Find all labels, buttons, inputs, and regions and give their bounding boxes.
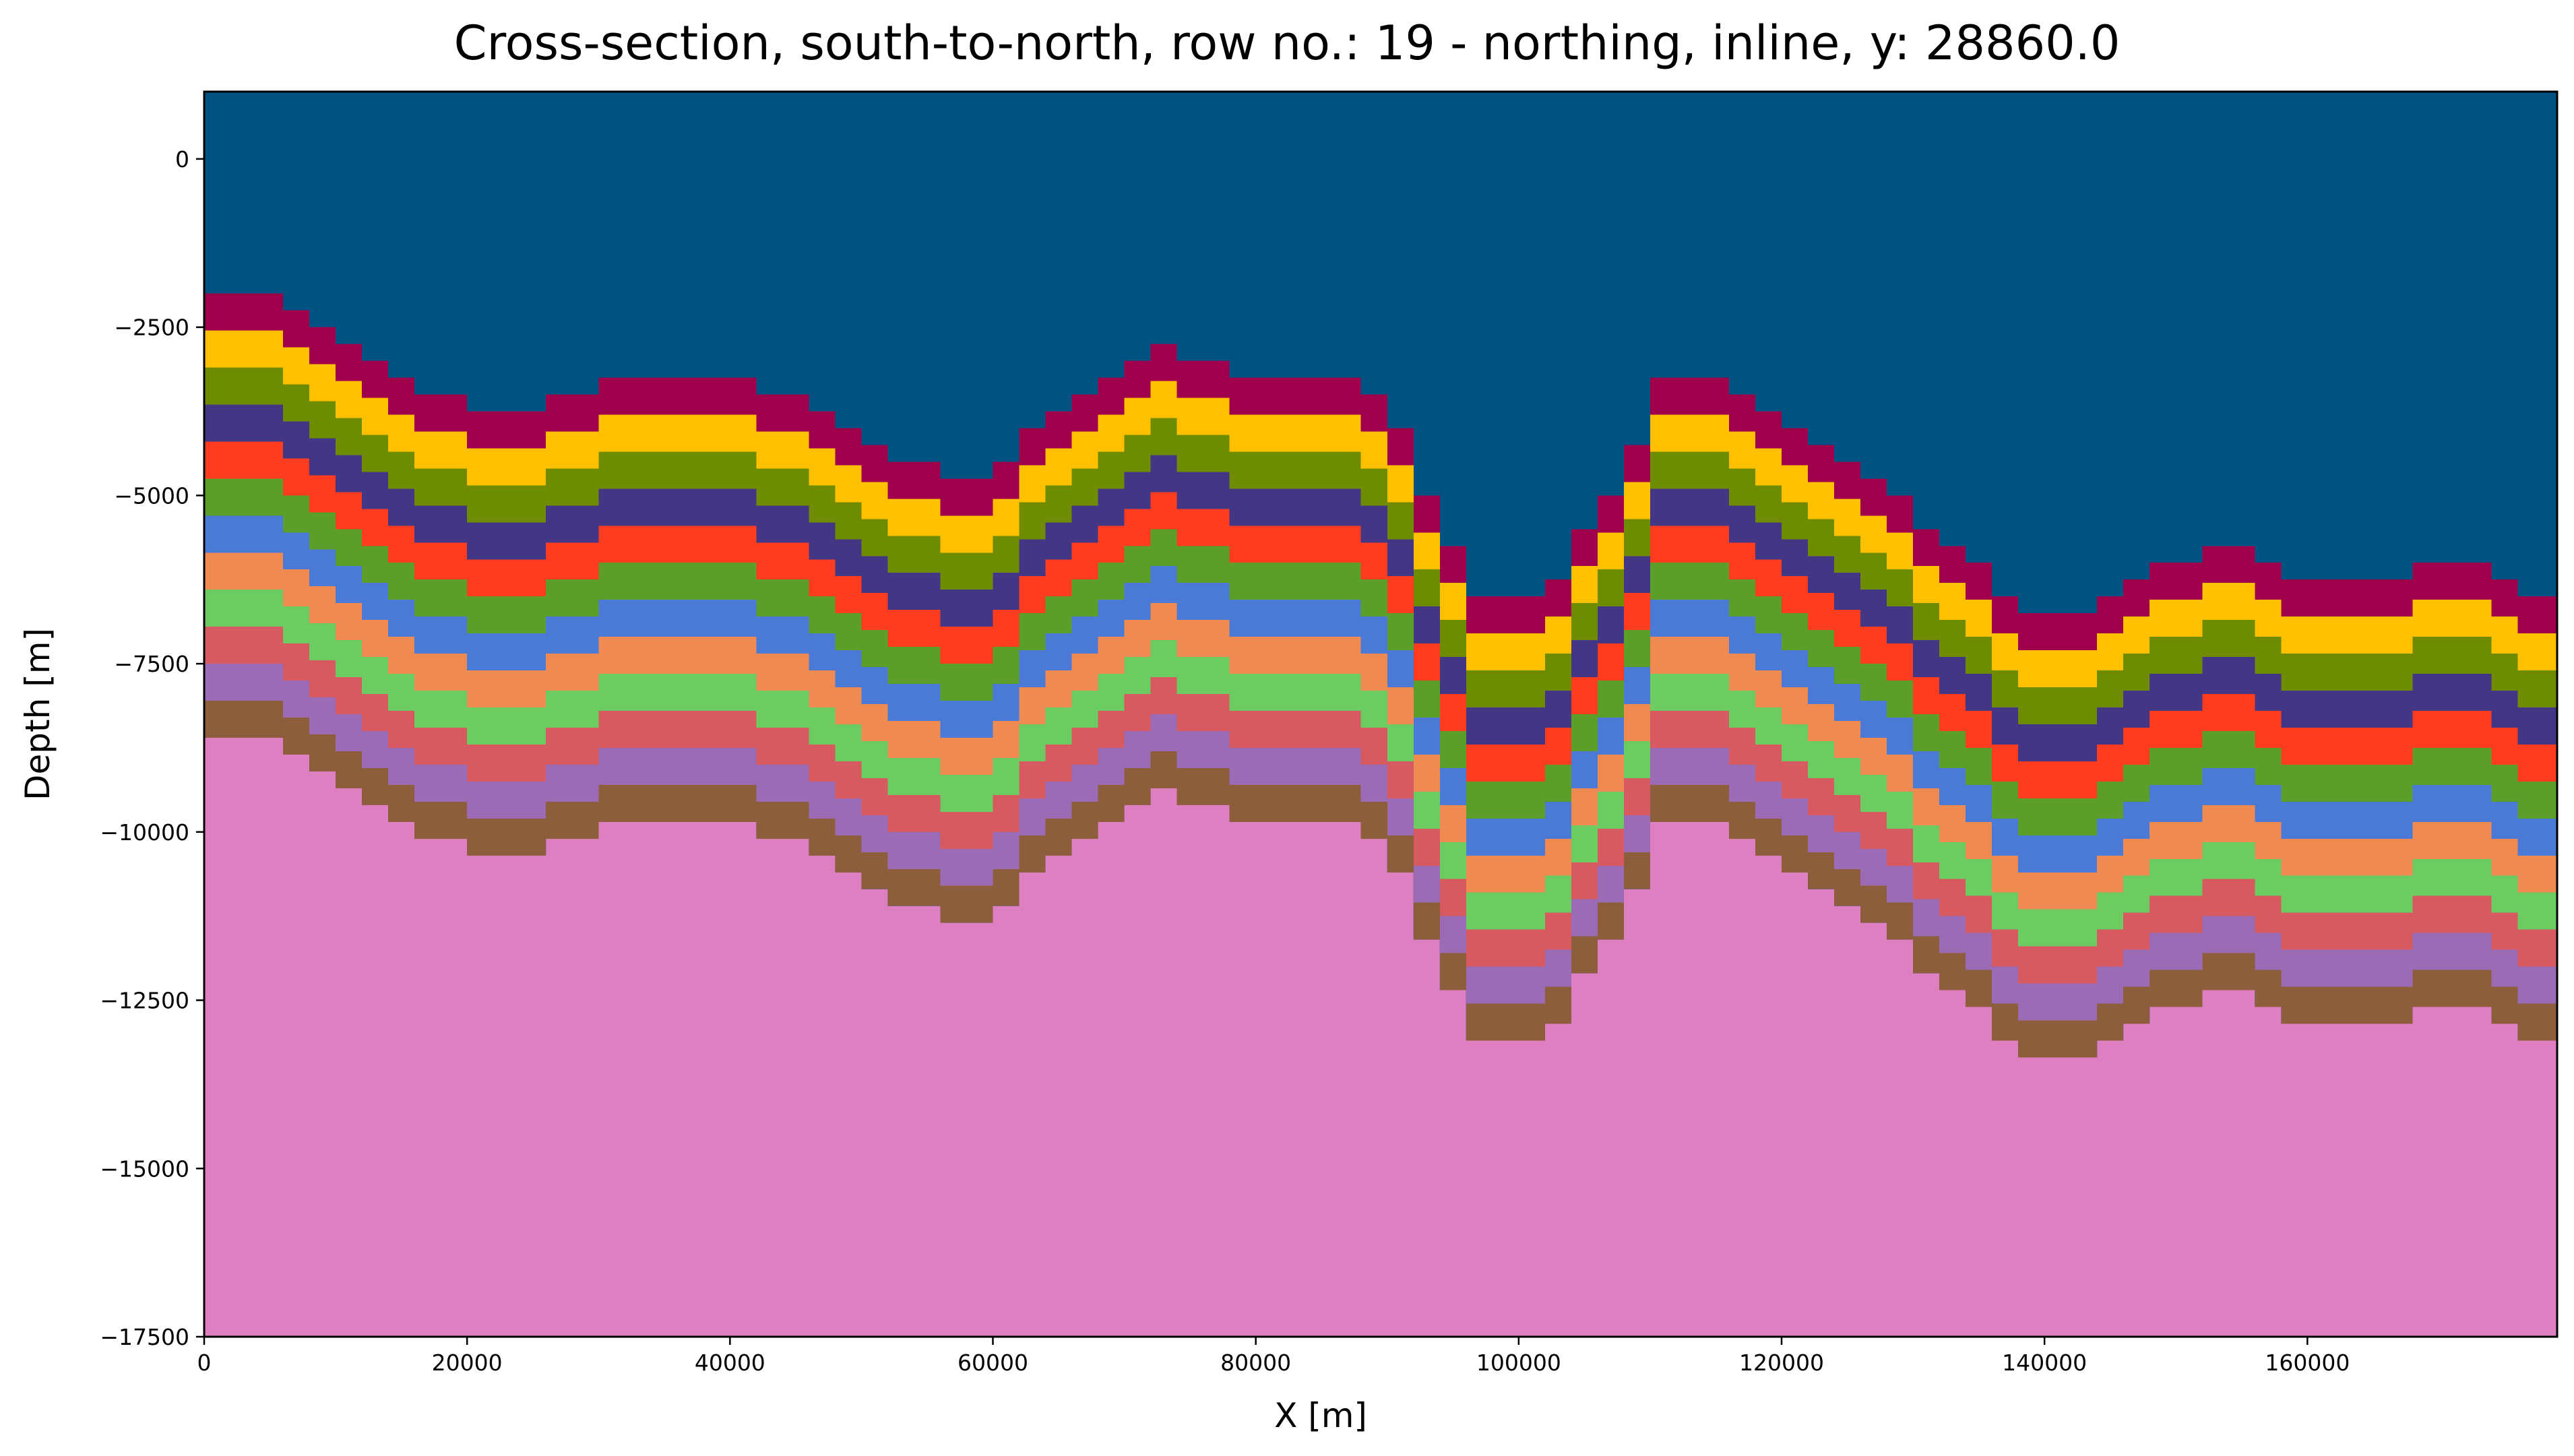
x-tick-label: 20000 xyxy=(432,1350,503,1376)
strata-layer-3 xyxy=(204,367,2557,724)
strata-layer-10 xyxy=(204,627,2557,984)
strata-layer-2 xyxy=(204,330,2557,688)
x-tick-label: 40000 xyxy=(695,1350,765,1376)
y-tick-label: −12500 xyxy=(100,988,189,1014)
y-axis-label: Depth [m] xyxy=(18,628,57,800)
strata-layer-1 xyxy=(204,293,2557,651)
strata-layer-9 xyxy=(204,590,2557,947)
plot-area xyxy=(204,92,2557,1337)
strata-layer-7 xyxy=(204,515,2557,873)
x-axis: 0 20000 40000 60000 80000 100000 120000 140000 1… xyxy=(197,1337,2350,1376)
x-tick-label: 120000 xyxy=(1739,1350,1824,1376)
basement-layer xyxy=(204,737,2557,1337)
strata-layer-4 xyxy=(204,404,2557,761)
y-tick-label: −5000 xyxy=(114,482,189,509)
x-tick-label: 0 xyxy=(197,1350,212,1376)
strata-layer-11 xyxy=(204,664,2557,1021)
x-tick-label: 160000 xyxy=(2265,1350,2350,1376)
chart-title: Cross-section, south-to-north, row no.: … xyxy=(454,15,2121,71)
y-tick-label: −2500 xyxy=(114,315,189,341)
strata-layer-5 xyxy=(204,441,2557,798)
y-tick-label: −15000 xyxy=(100,1156,189,1182)
strata-layer-12 xyxy=(204,701,2557,1058)
strata-layer-8 xyxy=(204,552,2557,910)
y-tick-label: −7500 xyxy=(114,651,189,677)
x-axis-label: X [m] xyxy=(1274,1396,1367,1435)
y-tick-label: −10000 xyxy=(100,819,189,846)
x-tick-label: 60000 xyxy=(958,1350,1028,1376)
x-tick-label: 140000 xyxy=(2002,1350,2087,1376)
y-tick-label: 0 xyxy=(175,146,189,172)
x-tick-label: 100000 xyxy=(1476,1350,1561,1376)
plot-frame xyxy=(203,90,2559,1338)
y-axis: 0 −2500 −5000 −7500 −10000 −12500 −15000 −17500 xyxy=(100,146,204,1350)
strata-layer-6 xyxy=(204,478,2557,835)
y-tick-label: −17500 xyxy=(100,1324,189,1350)
x-tick-label: 80000 xyxy=(1220,1350,1291,1376)
